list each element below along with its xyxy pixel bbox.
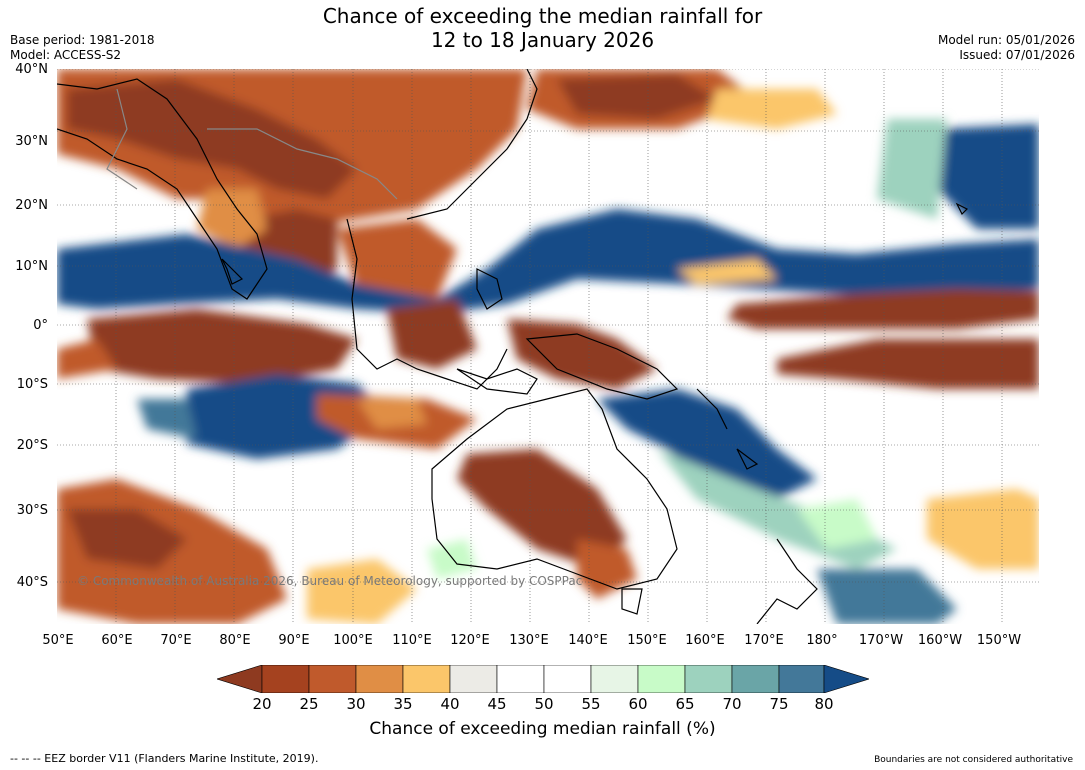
lon-label-150e: 150°E: [627, 633, 667, 648]
model-name: Model: ACCESS-S2: [10, 48, 122, 62]
colorbar-segment-35-40: [402, 665, 451, 693]
colorbar-segment-75-80: [778, 665, 825, 693]
colorbar-segment-45-50: [496, 665, 545, 693]
colorbar-tick-35: 35: [393, 695, 413, 713]
colorbar-tick-70: 70: [722, 695, 742, 713]
issued-date: Issued: 07/01/2026: [959, 48, 1075, 62]
colorbar-tick-65: 65: [675, 695, 695, 713]
lat-label-20s: 20°S: [16, 438, 48, 453]
base-period: Base period: 1981-2018: [10, 33, 155, 47]
lon-label-160w: 160°W: [917, 633, 963, 648]
field-region-12: [57, 339, 117, 379]
field-region-5: [707, 89, 837, 129]
metadata-left: Base period: 1981-2018 Model: ACCESS-S2: [10, 33, 155, 63]
colorbar-tick-25: 25: [299, 695, 319, 713]
field-region-9: [877, 119, 947, 219]
title-line-1: Chance of exceeding the median rainfall …: [322, 4, 763, 28]
lon-label-120e: 120°E: [450, 633, 490, 648]
lat-label-20n: 20°N: [15, 198, 48, 213]
lon-label-110e: 110°E: [392, 633, 432, 648]
colorbar-tick-75: 75: [769, 695, 789, 713]
field-region-16: [777, 339, 1039, 389]
map-title: Chance of exceeding the median rainfall …: [0, 4, 1085, 52]
lon-label-90e: 90°E: [278, 633, 310, 648]
colorbar-segment-20-25: [261, 665, 310, 693]
colorbar-tick-30: 30: [346, 695, 366, 713]
rainfall-map: [57, 69, 1039, 624]
colorbar-tick-20: 20: [252, 695, 272, 713]
lon-label-130e: 130°E: [509, 633, 549, 648]
country-borders: [106, 88, 398, 200]
field-region-8: [937, 124, 1039, 229]
field-region-15: [727, 289, 1039, 329]
colorbar-tick-55: 55: [581, 695, 601, 713]
colorbar-segment-60-65: [637, 665, 686, 693]
field-region-1: [67, 79, 357, 199]
title-line-2: 12 to 18 January 2026: [430, 28, 655, 52]
graticule: [57, 69, 1039, 624]
colorbar-label: Chance of exceeding median rainfall (%): [369, 719, 716, 739]
field-region-24: [577, 539, 637, 599]
lat-label-40n: 40°N: [15, 62, 48, 77]
colorbar-segment-25-30: [308, 665, 357, 693]
coastlines: [57, 69, 969, 624]
colorbar-tick-45: 45: [487, 695, 507, 713]
lon-label-180: 180°: [806, 633, 838, 648]
field-region-23: [457, 449, 627, 569]
colorbar-segment-above-80: [823, 665, 869, 693]
field-region-14: [507, 319, 657, 389]
field-region-4: [557, 74, 717, 119]
lon-label-50e: 50°E: [42, 633, 74, 648]
colorbar-tick-50: 50: [534, 695, 554, 713]
field-region-13: [387, 299, 477, 369]
field-region-30: [427, 539, 477, 579]
boundaries-disclaimer: Boundaries are not considered authoritat…: [874, 755, 1073, 765]
lat-label-30n: 30°N: [15, 134, 48, 149]
field-region-31: [797, 499, 877, 549]
lon-label-80e: 80°E: [219, 633, 251, 648]
colorbar-segment-55-60: [590, 665, 639, 693]
field-region-32: [817, 569, 957, 624]
lon-label-160e: 160°E: [685, 633, 725, 648]
field-region-10: [57, 209, 1039, 314]
lat-label-10n: 10°N: [15, 259, 48, 274]
lat-label-30s: 30°S: [16, 503, 48, 518]
lon-label-170w: 170°W: [858, 633, 904, 648]
lat-label-equator: 0°: [33, 318, 48, 333]
colorbar-segment-below-20: [217, 665, 263, 693]
map-canvas: [57, 69, 1039, 624]
field-region-11: [87, 309, 357, 384]
lon-label-60e: 60°E: [101, 633, 133, 648]
colorbar-tick-60: 60: [628, 695, 648, 713]
lon-label-100e: 100°E: [333, 633, 373, 648]
colorbar-segment-40-45: [449, 665, 498, 693]
field-region-26: [67, 509, 187, 569]
eez-border-note: -- -- -- EEZ border V11 (Flanders Marine…: [10, 752, 319, 765]
copyright-notice: © Commonwealth of Australia 2026, Bureau…: [77, 574, 583, 588]
field-region-6: [197, 189, 267, 249]
field-region-28: [307, 559, 417, 624]
probability-field: [57, 69, 1039, 624]
lat-label-10s: 10°S: [16, 377, 48, 392]
model-run-date: Model run: 05/01/2026: [937, 33, 1075, 47]
field-region-20: [137, 399, 197, 439]
lon-label-140e: 140°E: [568, 633, 608, 648]
colorbar: [217, 665, 869, 693]
field-region-29: [677, 259, 777, 284]
colorbar-segment-65-70: [684, 665, 733, 693]
colorbar-tick-80: 80: [814, 695, 834, 713]
field-region-22: [357, 399, 427, 429]
field-region-27: [927, 489, 1039, 569]
colorbar-segment-50-55: [543, 665, 592, 693]
colorbar-tick-40: 40: [440, 695, 460, 713]
lon-label-150w: 150°W: [976, 633, 1022, 648]
lat-label-40s: 40°S: [16, 575, 48, 590]
colorbar-segment-70-75: [731, 665, 780, 693]
lon-label-70e: 70°E: [160, 633, 192, 648]
lon-label-170e: 170°E: [744, 633, 784, 648]
colorbar-segment-30-35: [355, 665, 404, 693]
metadata-right: Model run: 05/01/2026 Issued: 07/01/2026: [938, 33, 1075, 63]
